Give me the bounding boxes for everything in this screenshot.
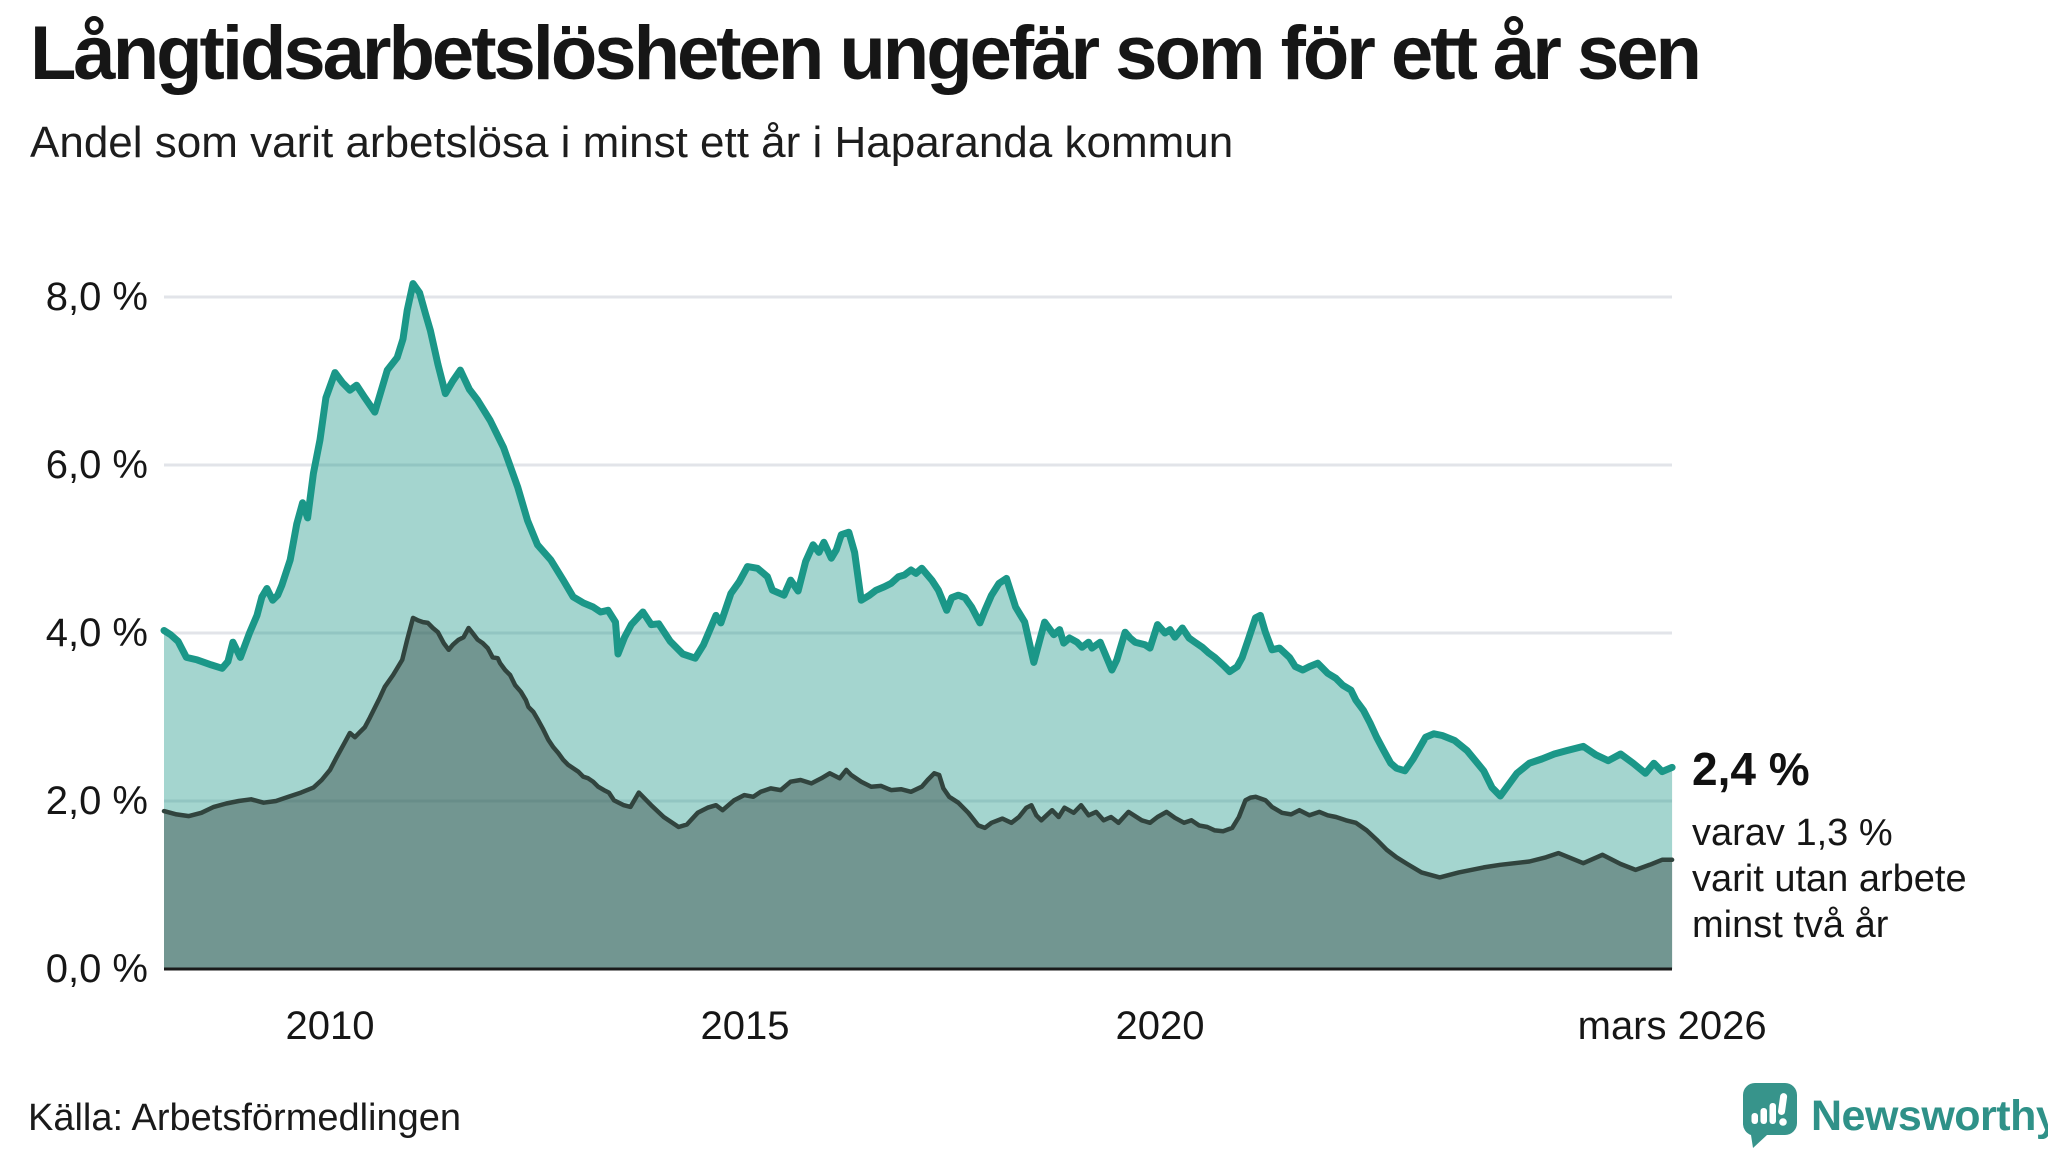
y-tick-label-4: 4,0 % [45,611,148,655]
series-line-1 [161,615,1675,880]
y-tick-label-2: 2,0 % [45,779,148,823]
newsworthy-icon [1743,1083,1797,1148]
series-area-1 [164,617,1673,969]
latest-value-label: 2,4 % [1692,743,1810,795]
y-tick-label-8: 8,0 % [45,275,148,319]
page-title: Långtidsarbetslösheten ungefär som för e… [30,11,1702,96]
annotation-line-2: varit utan arbete [1692,858,1967,900]
x-tick-label-2: 2020 [1115,1004,1205,1048]
series-line-0 [160,280,1676,800]
series-area-0 [164,283,1673,970]
x-tick-label-1: 2015 [700,1004,790,1048]
page-subtitle: Andel som varit arbetslösa i minst ett å… [30,118,1234,167]
y-tick-label-0: 0,0 % [45,947,148,991]
x-tick-label-0: 2010 [285,1004,375,1048]
latest-value-annotation: 2,4 % varav 1,3 % varit utan arbete mins… [1692,742,1967,948]
brand-name: Newsworthy [1811,1092,2048,1140]
y-tick-label-6: 6,0 % [45,443,148,487]
x-tick-label-3: mars 2026 [1577,1004,1767,1048]
annotation-line-3: minst två år [1692,904,1889,946]
source-credit: Källa: Arbetsförmedlingen [28,1097,462,1139]
brand-logo: Newsworthy [1743,1083,2048,1149]
annotation-line-1: varav 1,3 % [1692,812,1893,854]
